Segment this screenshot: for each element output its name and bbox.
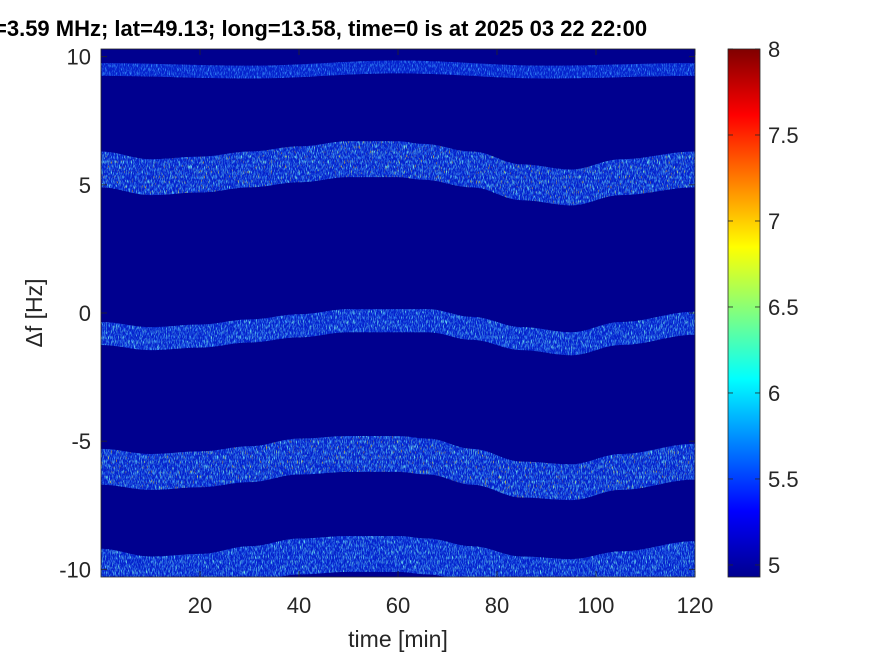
band-speckle-peak (101, 436, 695, 501)
y-tick-label: 10 (67, 45, 91, 70)
y-tick-label: 5 (79, 173, 91, 198)
x-tick-label: 40 (287, 593, 311, 618)
band-speckle (101, 60, 695, 79)
x-tick-label: 60 (386, 593, 410, 618)
colorbar-tick-label: 8 (768, 37, 780, 62)
x-tick-label: 20 (188, 593, 212, 618)
band-speckle-hi (101, 309, 695, 356)
colorbar-ticks: 5 5.5 6 6.5 7 7.5 8 (728, 37, 799, 578)
colorbar-tick-label: 7.5 (768, 123, 799, 148)
x-tick-label: 120 (677, 593, 714, 618)
colorbar-tick-label: 6 (768, 381, 780, 406)
band-speckle-peak (101, 141, 695, 206)
band-speckle-hi (101, 535, 695, 577)
y-tick-label: -5 (71, 429, 91, 454)
x-tick-label: 100 (578, 593, 615, 618)
colorbar-tick-label: 5 (768, 553, 780, 578)
y-axis-label: Δf [Hz] (21, 278, 47, 347)
colorbar-tick-label: 6.5 (768, 295, 799, 320)
x-axis-label: time [min] (348, 626, 448, 652)
y-tick-label: -10 (59, 557, 91, 582)
spectrogram-bands (101, 60, 695, 577)
x-tick-label: 80 (485, 593, 509, 618)
colorbar (727, 48, 761, 578)
x-axis-ticks: 20 40 60 80 100 120 (188, 49, 714, 618)
y-tick-label: 0 (79, 301, 91, 326)
chart-title: =3.59 MHz; lat=49.13; long=13.58, time=0… (0, 16, 648, 41)
y-axis-ticks: -10 -5 0 5 10 (59, 45, 695, 582)
colorbar-tick-label: 5.5 (768, 467, 799, 492)
colorbar-tick-label: 7 (768, 209, 780, 234)
